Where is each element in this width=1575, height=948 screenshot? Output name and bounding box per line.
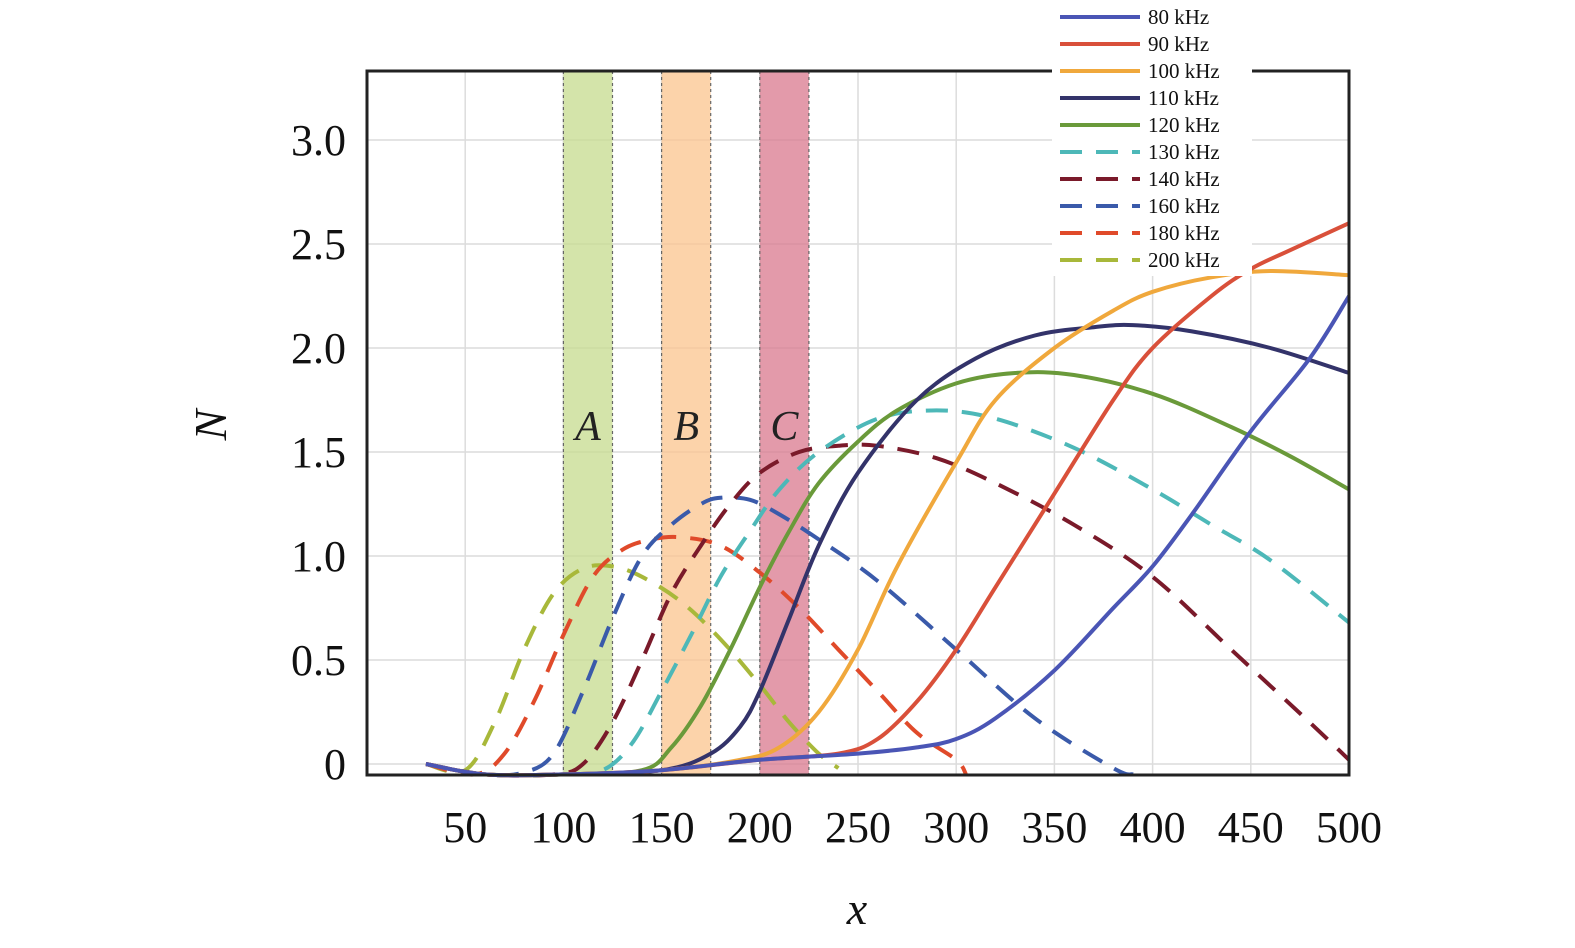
- x-tick-label-2: 150: [629, 803, 695, 852]
- region-C: [759, 71, 809, 775]
- legend-label-3: 110 kHz: [1148, 86, 1219, 110]
- y-tick-label-0: 0: [324, 740, 346, 789]
- y-tick-label-2: 1.0: [291, 532, 346, 581]
- legend-background: [1052, 4, 1252, 276]
- region-label-A: A: [572, 404, 601, 450]
- x-tick-label-5: 300: [923, 803, 989, 852]
- highlight-regions: [562, 71, 810, 775]
- x-tick-label-6: 350: [1021, 803, 1087, 852]
- legend-label-7: 160 kHz: [1148, 194, 1220, 218]
- region-labels: A B C: [572, 404, 799, 450]
- y-tick-label-1: 0.5: [291, 636, 346, 685]
- x-tick-label-4: 250: [825, 803, 891, 852]
- series-line-160-khz: [425, 495, 1134, 778]
- x-tick-label-3: 200: [727, 803, 793, 852]
- legend-label-9: 200 kHz: [1148, 248, 1220, 272]
- x-tick-label-9: 500: [1316, 803, 1382, 852]
- legend-label-1: 90 kHz: [1148, 32, 1209, 56]
- legend-label-2: 100 kHz: [1148, 59, 1220, 83]
- y-tick-label-4: 2.0: [291, 324, 346, 373]
- series-line-180-khz: [425, 534, 968, 777]
- y-tick-label-5: 2.5: [291, 220, 346, 269]
- legend-label-8: 180 kHz: [1148, 221, 1220, 245]
- series-line-130-khz: [425, 408, 1351, 778]
- series-lines: [425, 221, 1351, 778]
- series-line-140-khz: [425, 442, 1351, 778]
- region-label-C: C: [770, 404, 799, 450]
- legend-label-4: 120 kHz: [1148, 113, 1220, 137]
- y-tick-labels: 0 0.5 1.0 1.5 2.0 2.5 3.0: [291, 116, 346, 789]
- region-A: [563, 71, 613, 775]
- region-label-B: B: [673, 404, 699, 450]
- legend-label-5: 130 kHz: [1148, 140, 1220, 164]
- series-line-200-khz: [425, 563, 840, 775]
- x-tick-label-7: 400: [1120, 803, 1186, 852]
- x-axis-title: x: [846, 883, 868, 934]
- plot-frame: [365, 69, 1351, 777]
- grid: [367, 71, 1350, 775]
- legend: 80 kHz 90 kHz 100 kHz 110 kHz 120 kHz 130 kHz…: [1052, 4, 1252, 276]
- region-B: [661, 71, 711, 775]
- x-tick-label-1: 100: [530, 803, 596, 852]
- series-line-80-khz: [425, 294, 1351, 778]
- legend-label-6: 140 kHz: [1148, 167, 1220, 191]
- y-tick-label-3: 1.5: [291, 428, 346, 477]
- x-tick-labels: 50 100 150 200 250 300 350 400 450 500: [443, 803, 1382, 852]
- y-tick-label-6: 3.0: [291, 116, 346, 165]
- x-tick-label-0: 50: [443, 803, 487, 852]
- legend-label-0: 80 kHz: [1148, 5, 1209, 29]
- x-tick-label-8: 450: [1218, 803, 1284, 852]
- y-axis-title: N: [185, 407, 236, 441]
